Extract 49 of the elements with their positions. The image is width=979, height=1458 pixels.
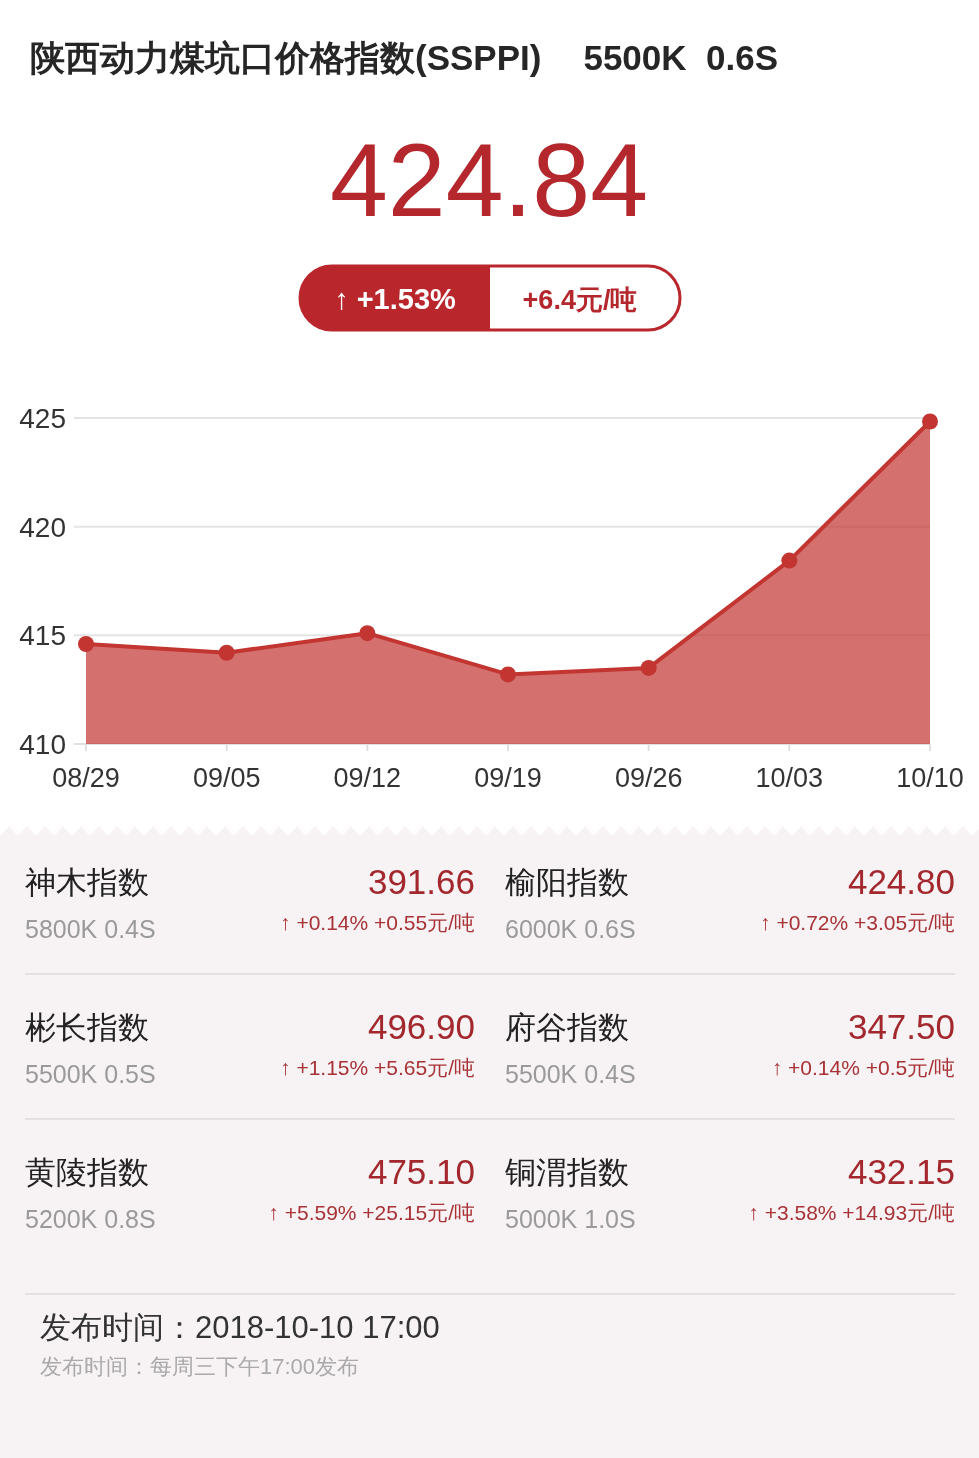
chart-title: 陕西动力煤坑口价格指数(SSPPI) (30, 38, 542, 77)
point (78, 636, 94, 653)
text: 铜渭指数 (504, 1155, 629, 1190)
y-tick-label: 415 (19, 620, 66, 652)
text: ↑ +3.58% +14.93元/吨 (748, 1201, 955, 1224)
text: 424.84 (329, 122, 649, 238)
text: 5500K 0.4S (505, 1060, 636, 1088)
text: 475.10 (367, 1152, 475, 1191)
text: 5200K 0.8S (25, 1205, 156, 1233)
text: 彬长指数 (25, 1010, 149, 1045)
point (640, 659, 657, 676)
text: ↑ +1.53% (334, 283, 457, 315)
text: 发布时间：每周三下午17:00发布 (40, 1354, 360, 1379)
text: 347.50 (847, 1007, 955, 1046)
x-tick-label: 09/26 (614, 763, 683, 793)
text: 5500K 0.5S (25, 1060, 156, 1088)
y-tick-label: 410 (19, 729, 66, 760)
y-tick-label: 420 (19, 511, 66, 543)
text: ↑ +0.14% +0.5元/吨 (771, 1056, 955, 1079)
point (359, 625, 376, 642)
x-tick-label: 10/10 (896, 763, 964, 793)
text: 榆阳指数 (505, 865, 629, 900)
text: 424.80 (847, 862, 955, 901)
point (218, 644, 235, 661)
point (500, 666, 516, 683)
chart-subtitle: 5500K 0.6S (583, 38, 779, 77)
text: 391.66 (367, 862, 475, 901)
text: ↑ +5.59% +25.15元/吨 (268, 1201, 475, 1224)
text: 发布时间：2018-10-10 17:00 (40, 1310, 440, 1345)
x-tick-label: 09/12 (333, 763, 402, 793)
text: 432.15 (847, 1152, 955, 1191)
x-tick-label: 08/29 (52, 763, 120, 793)
x-tick-label: 09/19 (474, 763, 542, 793)
text: 府谷指数 (505, 1010, 629, 1045)
text: 496.90 (367, 1007, 475, 1046)
text: 黄陵指数 (25, 1155, 149, 1190)
text: ↑ +0.72% +3.05元/吨 (760, 911, 955, 934)
x-tick-label: 09/05 (192, 763, 261, 793)
point (922, 413, 938, 430)
text: 5800K 0.4S (25, 915, 156, 943)
text: 5000K 1.0S (505, 1205, 636, 1233)
text: 6000K 0.6S (505, 915, 636, 943)
text: ↑ +1.15% +5.65元/吨 (280, 1056, 475, 1079)
y-tick-label: 425 (19, 403, 66, 434)
text: ↑ +0.14% +0.55元/吨 (280, 911, 475, 934)
x-tick-label: 10/03 (755, 763, 824, 793)
text: 神木指数 (25, 865, 149, 900)
text: +6.4元/吨 (522, 285, 638, 315)
point (781, 552, 798, 569)
